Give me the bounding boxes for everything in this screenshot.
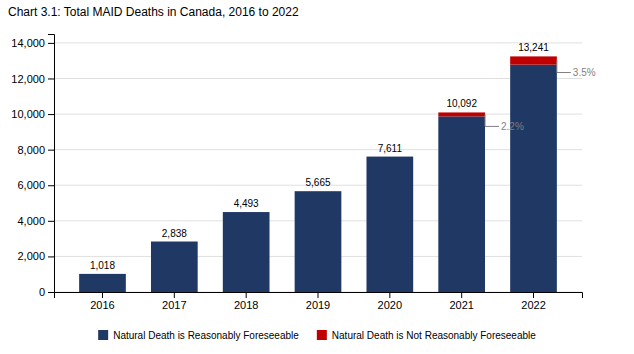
grid-line	[54, 149, 582, 150]
tick-label: 2,000	[17, 250, 45, 262]
legend-label: Natural Death is Reasonably Foreseeable	[113, 330, 299, 341]
axis-line	[55, 293, 583, 299]
tick-mark	[48, 185, 54, 186]
tick-label: 6,000	[17, 179, 45, 191]
tick: 14,000	[11, 37, 54, 49]
tick-mark	[461, 292, 462, 298]
tick-label: 8,000	[17, 144, 45, 156]
tick-mark	[533, 292, 534, 298]
legend: Natural Death is Reasonably Foreseeable N…	[98, 330, 536, 341]
tick-label: 2019	[306, 299, 330, 311]
tick-mark	[318, 292, 319, 298]
tick: 12,000	[11, 73, 54, 85]
tick: 2020	[378, 292, 402, 311]
tick-mark	[48, 292, 54, 293]
legend-item: Natural Death is Not Reasonably Foreseea…	[317, 330, 536, 341]
tick-mark	[48, 150, 54, 151]
bar	[79, 273, 126, 274]
grid	[54, 43, 582, 292]
data-labels: 1,018 2,838 4,493 5,665 7,611 10,092 13,241	[90, 42, 549, 270]
tick-label: 2021	[449, 299, 473, 311]
tick-mark	[102, 292, 103, 298]
tick-mark	[48, 78, 54, 79]
bar	[438, 112, 485, 116]
bar	[151, 241, 198, 242]
tick-label: 2020	[378, 299, 402, 311]
tick: 2017	[162, 292, 186, 311]
tick-mark	[246, 292, 247, 298]
legend-label: Natural Death is Not Reasonably Foreseea…	[332, 330, 536, 341]
tick-label: 2016	[90, 299, 114, 311]
legend-swatch	[317, 330, 327, 340]
tick-label: 2017	[162, 299, 186, 311]
tick: 0	[39, 286, 54, 298]
bar	[223, 212, 270, 292]
annotation: 3.5%	[573, 67, 596, 78]
tick-mark	[48, 114, 54, 115]
tick-mark	[48, 221, 54, 222]
total-label: 4,493	[234, 198, 259, 209]
bar	[223, 212, 270, 213]
bar	[438, 116, 485, 292]
tick: 6,000	[17, 179, 54, 191]
tick-label: 2022	[521, 299, 545, 311]
tick-label: 4,000	[17, 215, 45, 227]
bar	[295, 191, 342, 192]
axis-line	[48, 35, 55, 293]
tick: 8,000	[17, 144, 54, 156]
tick-label: 2018	[234, 299, 258, 311]
bar	[510, 65, 557, 292]
tick-label: 14,000	[11, 37, 45, 49]
total-label: 7,611	[378, 143, 403, 154]
total-label: 10,092	[446, 98, 477, 109]
x-axis: 2016 2017 2018 2019 2020 2021 2022	[55, 292, 583, 311]
total-label: 2,838	[162, 228, 187, 239]
tick-mark	[389, 292, 390, 298]
legend-item: Natural Death is Reasonably Foreseeable	[98, 330, 299, 341]
bar	[366, 157, 413, 292]
series	[438, 56, 557, 116]
bar	[151, 242, 198, 292]
bars	[79, 56, 557, 292]
tick: 2,000	[17, 250, 54, 262]
bar	[510, 56, 557, 64]
total-label: 13,241	[518, 42, 549, 53]
annotation-line	[485, 114, 499, 126]
bar	[366, 156, 413, 157]
tick: 2019	[306, 292, 330, 311]
tick-label: 12,000	[11, 73, 45, 85]
tick-mark	[48, 43, 54, 44]
title: Chart 3.1: Total MAID Deaths in Canada, …	[8, 5, 299, 19]
total-label: 5,665	[305, 177, 330, 188]
tick-label: 10,000	[11, 108, 45, 120]
series	[79, 65, 557, 292]
annotation: 2.2%	[501, 121, 524, 132]
bar	[295, 191, 342, 292]
bar	[79, 274, 126, 292]
chart: Chart 3.1: Total MAID Deaths in Canada, …	[0, 0, 634, 354]
y-axis: 0 2,000 4,000 6,000 8,000 10,000 12,000 14,000	[11, 35, 54, 299]
grid-line	[54, 78, 582, 79]
annotation-line	[557, 61, 571, 73]
legend-swatch	[98, 330, 108, 340]
grid-line	[54, 114, 582, 115]
tick-mark	[48, 256, 54, 257]
tick-mark	[174, 292, 175, 298]
tick: 4,000	[17, 215, 54, 227]
tick: 2021	[449, 292, 473, 311]
tick: 2016	[90, 292, 114, 311]
total-label: 1,018	[90, 260, 115, 271]
grid-line	[54, 42, 582, 43]
tick: 2018	[234, 292, 258, 311]
tick: 10,000	[11, 108, 54, 120]
tick-label: 0	[39, 286, 45, 298]
annotations: 2.2% 3.5%	[485, 61, 596, 132]
tick: 2022	[521, 292, 545, 311]
